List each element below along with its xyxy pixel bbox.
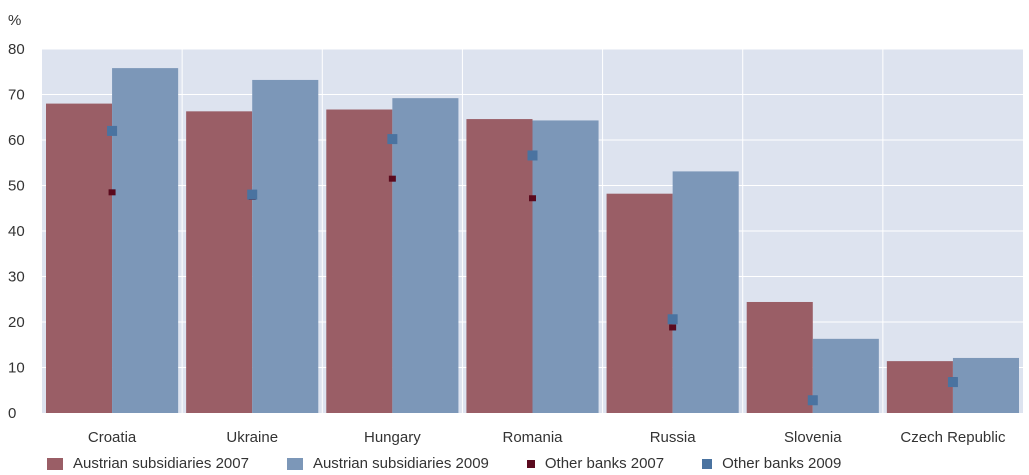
bar-2009: [252, 79, 319, 413]
bar-2009: [812, 338, 879, 413]
markers: [107, 125, 958, 406]
x-tick-label: Croatia: [88, 429, 137, 446]
bar-2007: [746, 301, 813, 413]
marker-other-2009: [947, 377, 958, 388]
x-axis: Croatia Ukraine Hungary Romania Russia Sloven…: [88, 429, 1006, 446]
bar-2007: [606, 193, 673, 413]
marker-other-2009: [107, 125, 118, 136]
legend-item-other-2009: Other banks 2009: [702, 455, 841, 472]
bar-2009: [532, 120, 599, 413]
marker-other-2009: [247, 189, 258, 200]
marker-other-2009: [527, 150, 538, 161]
bar-2007: [46, 103, 113, 413]
bar-2009: [112, 68, 179, 414]
marker-other-2007: [108, 189, 116, 196]
y-tick-label: 40: [8, 223, 25, 240]
bar-2007: [466, 119, 533, 413]
marker-other-2007: [388, 175, 396, 182]
legend-swatch-other-2007: [526, 459, 535, 468]
x-tick-label: Ukraine: [226, 429, 278, 446]
y-tick-label: 80: [8, 41, 25, 58]
y-axis-unit-label: %: [8, 12, 21, 29]
legend-label-austrian-2007: Austrian subsidiaries 2007: [73, 455, 249, 472]
bar-2009: [672, 171, 739, 413]
legend-swatch-austrian-2007: [47, 457, 63, 470]
y-tick-label: 20: [8, 314, 25, 331]
marker-other-2009: [807, 395, 818, 406]
bar-2009: [952, 357, 1019, 413]
bars: [46, 68, 1019, 414]
x-tick-label: Slovenia: [784, 429, 842, 446]
y-tick-label: 10: [8, 360, 25, 377]
legend-label-other-2009: Other banks 2009: [722, 455, 842, 472]
legend-swatch-other-2009: [702, 458, 713, 469]
marker-other-2009: [667, 314, 678, 325]
legend-label-austrian-2009: Austrian subsidiaries 2009: [312, 455, 489, 472]
y-tick-label: 70: [8, 87, 25, 104]
bar-2007: [886, 361, 953, 413]
bar-2007: [186, 111, 253, 414]
y-tick-label: 60: [8, 132, 25, 149]
legend-item-other-2007: Other banks 2007: [526, 455, 665, 472]
legend-item-austrian-2009: Austrian subsidiaries 2009: [286, 455, 489, 472]
y-tick-label: 50: [8, 178, 25, 195]
y-tick-label: 0: [8, 405, 16, 422]
legend: Austrian subsidiaries 2007 Austrian subs…: [47, 455, 879, 472]
legend-swatch-austrian-2009: [286, 457, 303, 470]
bar-2007: [326, 109, 393, 413]
legend-label-other-2007: Other banks 2007: [544, 455, 665, 472]
y-axis: % 0 10 20 30 40 50 60 70 80: [8, 12, 25, 422]
bar-2009: [392, 98, 459, 413]
x-tick-label: Czech Republic: [900, 429, 1006, 446]
marker-other-2007: [529, 195, 536, 202]
x-tick-label: Russia: [650, 429, 697, 446]
legend-item-austrian-2007: Austrian subsidiaries 2007: [47, 455, 249, 472]
marker-other-2009: [387, 134, 398, 145]
y-tick-label: 30: [8, 269, 25, 286]
x-tick-label: Hungary: [364, 429, 421, 446]
marker-other-2007: [669, 324, 677, 331]
x-tick-label: Romania: [502, 429, 563, 446]
